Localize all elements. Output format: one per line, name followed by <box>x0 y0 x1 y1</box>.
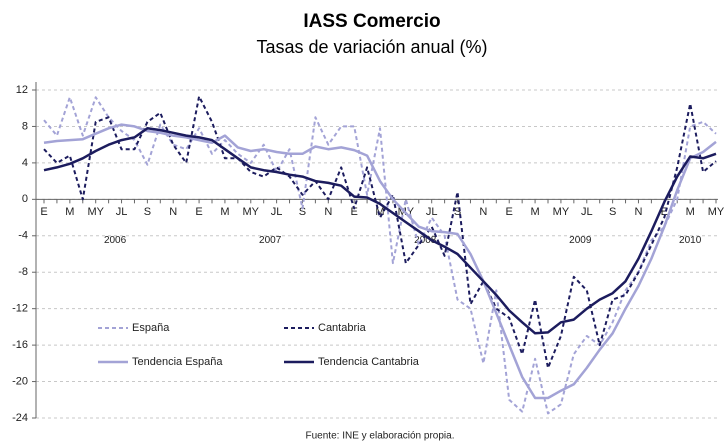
series-line <box>43 96 717 415</box>
x-tick-label: M <box>220 206 229 218</box>
y-tick-label: 12 <box>16 84 28 96</box>
x-tick-label: JL <box>581 206 593 218</box>
y-tick-label: -4 <box>18 230 28 242</box>
chart-title: IASS Comercio <box>303 11 440 32</box>
source-note: Fuente: INE y elaboración propia. <box>306 431 455 442</box>
y-tick-label: -8 <box>18 266 28 278</box>
x-tick-label: S <box>144 206 151 218</box>
series-line <box>43 123 717 400</box>
x-tick-label: E <box>40 206 47 218</box>
legend-label: España <box>132 322 170 334</box>
x-tick-label: MY <box>708 206 724 218</box>
year-label: 2007 <box>259 235 282 246</box>
legend-label: Cantabria <box>318 322 367 334</box>
x-tick-label: E <box>195 206 202 218</box>
x-tick-label: JL <box>426 206 438 218</box>
y-tick-label: -20 <box>12 375 28 387</box>
x-tick-label: E <box>506 206 513 218</box>
year-label: 2010 <box>679 235 702 246</box>
x-tick-label: N <box>634 206 642 218</box>
year-label: 2009 <box>569 235 592 246</box>
series-line <box>43 127 717 335</box>
x-tick-label: S <box>609 206 616 218</box>
x-tick-label: M <box>686 206 695 218</box>
x-tick-label: MY <box>87 206 104 218</box>
x-tick-label: N <box>479 206 487 218</box>
x-tick-label: JL <box>271 206 283 218</box>
y-tick-label: -24 <box>12 412 28 424</box>
chart-subtitle: Tasas de variación anual (%) <box>256 37 487 57</box>
x-tick-label: M <box>530 206 539 218</box>
legend-label: Tendencia España <box>132 356 223 368</box>
y-tick-label: -16 <box>12 339 28 351</box>
x-tick-label: S <box>454 206 461 218</box>
y-tick-label: -12 <box>12 303 28 315</box>
year-label: 2008 <box>414 235 437 246</box>
x-tick-label: E <box>350 206 357 218</box>
legend-label: Tendencia Cantabria <box>318 356 420 368</box>
x-tick-label: MY <box>553 206 570 218</box>
x-tick-label: E <box>661 206 668 218</box>
series-line <box>43 95 717 369</box>
y-tick-label: 8 <box>22 120 28 132</box>
year-label: 2006 <box>104 235 127 246</box>
x-tick-label: M <box>375 206 384 218</box>
x-tick-label: S <box>299 206 306 218</box>
x-tick-label: JL <box>116 206 128 218</box>
y-tick-label: 4 <box>22 157 28 169</box>
x-tick-label: M <box>65 206 74 218</box>
x-tick-label: N <box>169 206 177 218</box>
x-tick-label: MY <box>243 206 260 218</box>
y-tick-label: 0 <box>22 193 28 205</box>
x-tick-label: N <box>324 206 332 218</box>
